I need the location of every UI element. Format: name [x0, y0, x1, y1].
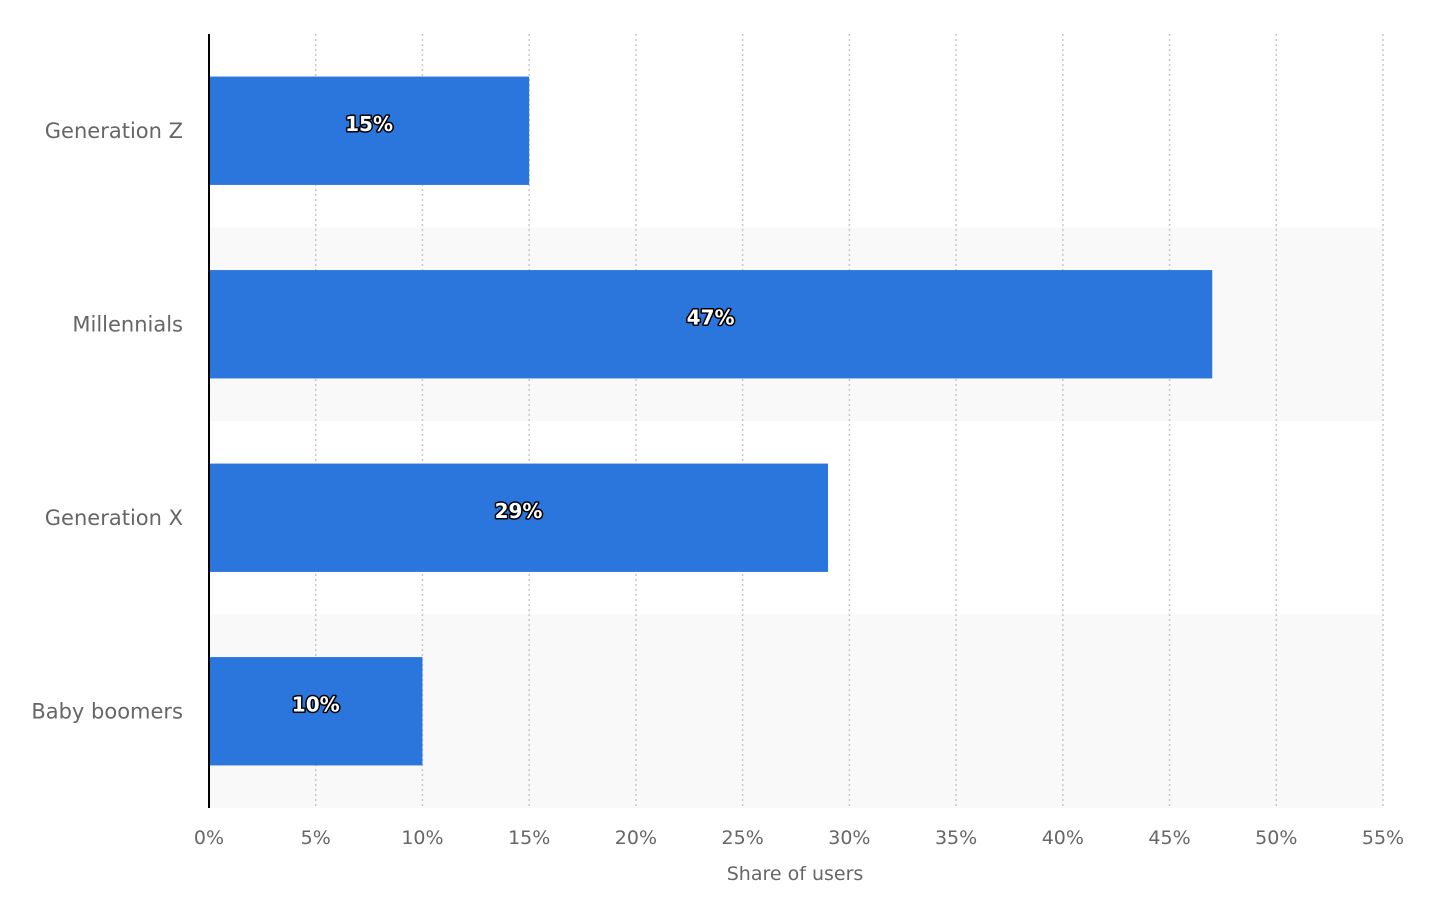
- data-label: 10%: [292, 692, 340, 716]
- x-tick-label: 55%: [1362, 827, 1404, 849]
- x-tick-label: 20%: [615, 827, 657, 849]
- bar: [209, 76, 530, 185]
- data-labels: 15% 47% 29% 10%: [290, 110, 736, 718]
- x-tick-label: 15%: [508, 827, 550, 849]
- bars: [209, 76, 1213, 766]
- category-labels: Generation Z Millennials Generation X Baby …: [31, 119, 183, 724]
- category-label: Generation X: [45, 506, 183, 530]
- data-label: 47%: [687, 305, 735, 329]
- x-axis-title: Share of users: [727, 863, 864, 885]
- gridlines: [314, 34, 1384, 808]
- x-tick-label: 30%: [828, 827, 870, 849]
- x-tick-label: 50%: [1255, 827, 1297, 849]
- category-label: Baby boomers: [31, 699, 183, 723]
- data-label: 15%: [345, 112, 393, 136]
- x-tick-label: 35%: [935, 827, 977, 849]
- data-label: 29%: [495, 499, 543, 523]
- category-label: Millennials: [72, 312, 183, 336]
- bar: [209, 657, 423, 766]
- x-tick-label: 0%: [194, 827, 224, 849]
- bar: [209, 270, 1213, 379]
- category-label: Generation Z: [45, 119, 183, 143]
- x-tick-label: 25%: [722, 827, 764, 849]
- x-tick-label: 40%: [1042, 827, 1084, 849]
- x-tick-labels: 0% 5% 10% 15% 20% 25% 30% 35% 40% 45% 50% 55%: [194, 827, 1404, 849]
- x-tick-label: 45%: [1148, 827, 1190, 849]
- x-tick-label: 10%: [401, 827, 443, 849]
- x-tick-label: 5%: [301, 827, 331, 849]
- bar: [209, 463, 829, 572]
